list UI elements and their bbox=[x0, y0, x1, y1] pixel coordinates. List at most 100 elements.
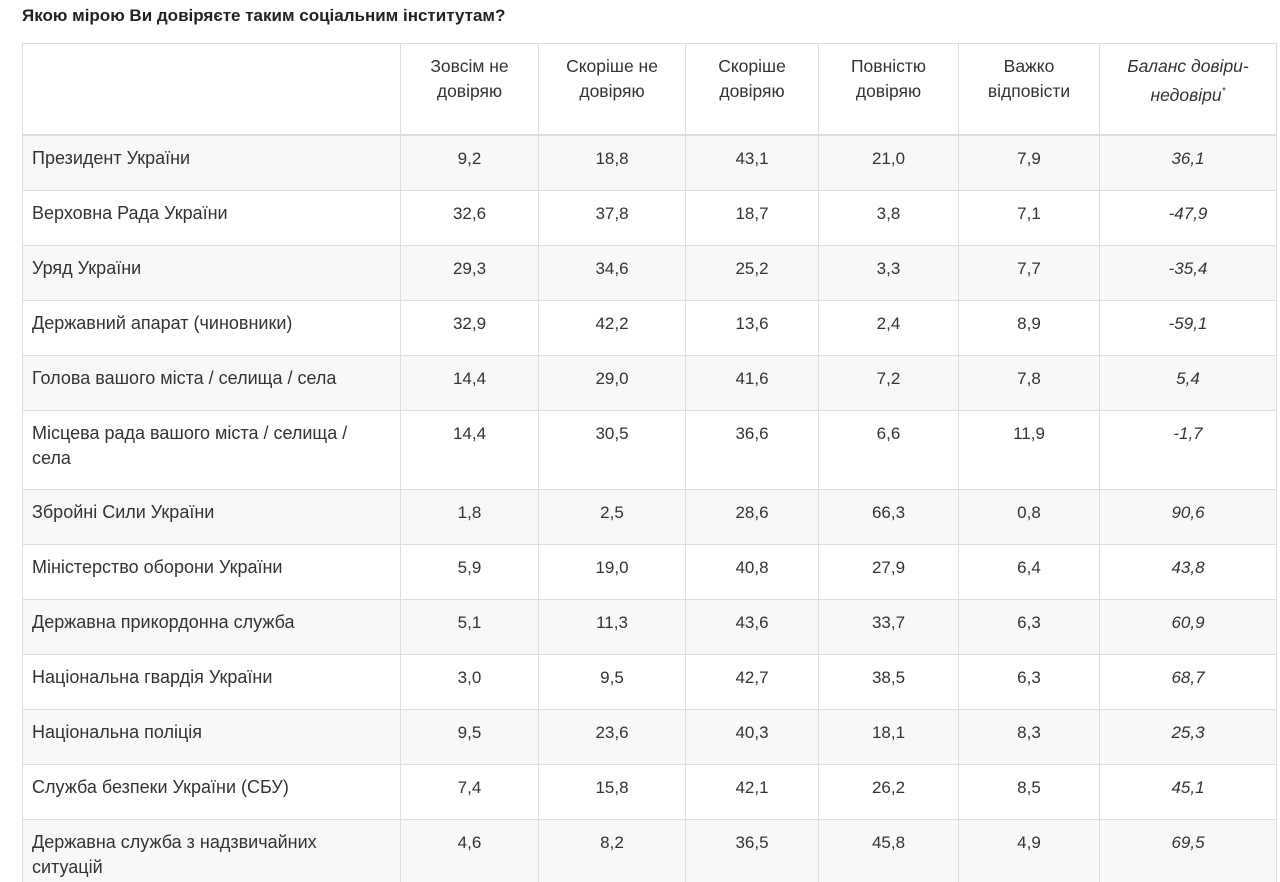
value-cell: 36,1 bbox=[1099, 134, 1277, 191]
value-cell: 7,7 bbox=[958, 245, 1100, 301]
row-label: Уряд України bbox=[22, 245, 401, 301]
value-cell: 25,3 bbox=[1099, 709, 1277, 765]
value-cell: 8,5 bbox=[958, 764, 1100, 820]
table-row: Місцева рада вашого міста / селища / сел… bbox=[22, 410, 1277, 490]
value-cell: 40,3 bbox=[685, 709, 819, 765]
row-label: Голова вашого міста / селища / села bbox=[22, 355, 401, 411]
value-cell: 7,9 bbox=[958, 134, 1100, 191]
value-cell: 60,9 bbox=[1099, 599, 1277, 655]
value-cell: 42,7 bbox=[685, 654, 819, 710]
value-cell: 7,2 bbox=[818, 355, 959, 411]
value-cell: 90,6 bbox=[1099, 489, 1277, 545]
value-cell: 6,3 bbox=[958, 599, 1100, 655]
header-cell: Зовсім не довіряю bbox=[400, 43, 539, 136]
table-row: Верховна Рада України 32,6 37,8 18,7 3,8 7,1-… bbox=[22, 190, 1277, 246]
table-body: Президент України 9,2 18,8 43,1 21,0 7,9 36,1 В… bbox=[22, 134, 1277, 882]
value-cell: 43,6 bbox=[685, 599, 819, 655]
header-row: Зовсім не довіряю Скоріше не довіряю Скорі… bbox=[22, 43, 1277, 136]
value-cell: 14,4 bbox=[400, 355, 539, 411]
value-cell: 0,8 bbox=[958, 489, 1100, 545]
table-row: Національна поліція 9,5 23,6 40,3 18,1 8,3 25,… bbox=[22, 709, 1277, 765]
value-cell: 7,4 bbox=[400, 764, 539, 820]
value-cell: 43,1 bbox=[685, 134, 819, 191]
header-cell: Скоріше довіряю bbox=[685, 43, 819, 136]
value-cell: -35,4 bbox=[1099, 245, 1277, 301]
value-cell: 11,3 bbox=[538, 599, 686, 655]
trust-table: Зовсім не довіряю Скоріше не довіряю Скорі… bbox=[22, 43, 1277, 882]
value-cell: 27,9 bbox=[818, 544, 959, 600]
value-cell: 3,8 bbox=[818, 190, 959, 246]
value-cell: 21,0 bbox=[818, 134, 959, 191]
table-row: Державна прикордонна служба 5,1 11,3 43,6 33… bbox=[22, 599, 1277, 655]
row-label: Державний апарат (чиновники) bbox=[22, 300, 401, 356]
value-cell: 42,2 bbox=[538, 300, 686, 356]
value-cell: 9,5 bbox=[538, 654, 686, 710]
header-cell: Баланс довіри-недовіри* bbox=[1099, 43, 1277, 136]
table-row: Голова вашого міста / селища / села 14,4 2… bbox=[22, 355, 1277, 411]
row-label: Президент України bbox=[22, 134, 401, 191]
row-label: Збройні Сили України bbox=[22, 489, 401, 545]
value-cell: 4,9 bbox=[958, 819, 1100, 882]
value-cell: 18,1 bbox=[818, 709, 959, 765]
row-label: Національна поліція bbox=[22, 709, 401, 765]
value-cell: 66,3 bbox=[818, 489, 959, 545]
value-cell: 25,2 bbox=[685, 245, 819, 301]
row-label: Національна гвардія України bbox=[22, 654, 401, 710]
value-cell: 5,1 bbox=[400, 599, 539, 655]
value-cell: 6,4 bbox=[958, 544, 1100, 600]
table-row: Уряд України 29,3 34,6 25,2 3,3 7,7 -35,4 bbox=[22, 245, 1277, 301]
row-label: Державна прикордонна служба bbox=[22, 599, 401, 655]
value-cell: 4,6 bbox=[400, 819, 539, 882]
value-cell: 33,7 bbox=[818, 599, 959, 655]
value-cell: 9,2 bbox=[400, 134, 539, 191]
table-row: Національна гвардія України 3,0 9,5 42,7 38,… bbox=[22, 654, 1277, 710]
title: Якою мірою Ви довіряєте таким соціальним… bbox=[22, 6, 506, 25]
value-cell: 30,5 bbox=[538, 410, 686, 490]
row-label: Державна служба з надзвичайних ситуацій bbox=[22, 819, 401, 882]
value-cell: 32,9 bbox=[400, 300, 539, 356]
value-cell: 37,8 bbox=[538, 190, 686, 246]
value-cell: 36,5 bbox=[685, 819, 819, 882]
value-cell: 26,2 bbox=[818, 764, 959, 820]
value-cell: 14,4 bbox=[400, 410, 539, 490]
value-cell: 15,8 bbox=[538, 764, 686, 820]
value-cell: 6,6 bbox=[818, 410, 959, 490]
value-cell: 18,7 bbox=[685, 190, 819, 246]
value-cell: 38,5 bbox=[818, 654, 959, 710]
value-cell: 29,0 bbox=[538, 355, 686, 411]
value-cell: 8,9 bbox=[958, 300, 1100, 356]
value-cell: 34,6 bbox=[538, 245, 686, 301]
value-cell: 69,5 bbox=[1099, 819, 1277, 882]
table-row: Збройні Сили України 1,8 2,5 28,6 66,3 0,8 90,… bbox=[22, 489, 1277, 545]
row-label: Міністерство оборони України bbox=[22, 544, 401, 600]
value-cell: 18,8 bbox=[538, 134, 686, 191]
value-cell: 40,8 bbox=[685, 544, 819, 600]
value-cell: 43,8 bbox=[1099, 544, 1277, 600]
value-cell: 41,6 bbox=[685, 355, 819, 411]
value-cell: 42,1 bbox=[685, 764, 819, 820]
header-cell: Повністю довіряю bbox=[818, 43, 959, 136]
header-text: Баланс довіри-недовіри bbox=[1127, 56, 1249, 105]
row-label: Місцева рада вашого міста / селища / сел… bbox=[22, 410, 401, 490]
footnote-mark: * bbox=[1221, 86, 1226, 97]
value-cell: 11,9 bbox=[958, 410, 1100, 490]
table-row: Міністерство оборони України 5,9 19,0 40,8 2… bbox=[22, 544, 1277, 600]
value-cell: 5,4 bbox=[1099, 355, 1277, 411]
value-cell: 2,5 bbox=[538, 489, 686, 545]
value-cell: 28,6 bbox=[685, 489, 819, 545]
value-cell: 68,7 bbox=[1099, 654, 1277, 710]
value-cell: 9,5 bbox=[400, 709, 539, 765]
value-cell: 6,3 bbox=[958, 654, 1100, 710]
value-cell: -59,1 bbox=[1099, 300, 1277, 356]
value-cell: 32,6 bbox=[400, 190, 539, 246]
value-cell: 29,3 bbox=[400, 245, 539, 301]
value-cell: 1,8 bbox=[400, 489, 539, 545]
header-cell: Скоріше не довіряю bbox=[538, 43, 686, 136]
value-cell: 5,9 bbox=[400, 544, 539, 600]
value-cell: 2,4 bbox=[818, 300, 959, 356]
value-cell: 7,1 bbox=[958, 190, 1100, 246]
header-cell: Важко відповісти bbox=[958, 43, 1100, 136]
